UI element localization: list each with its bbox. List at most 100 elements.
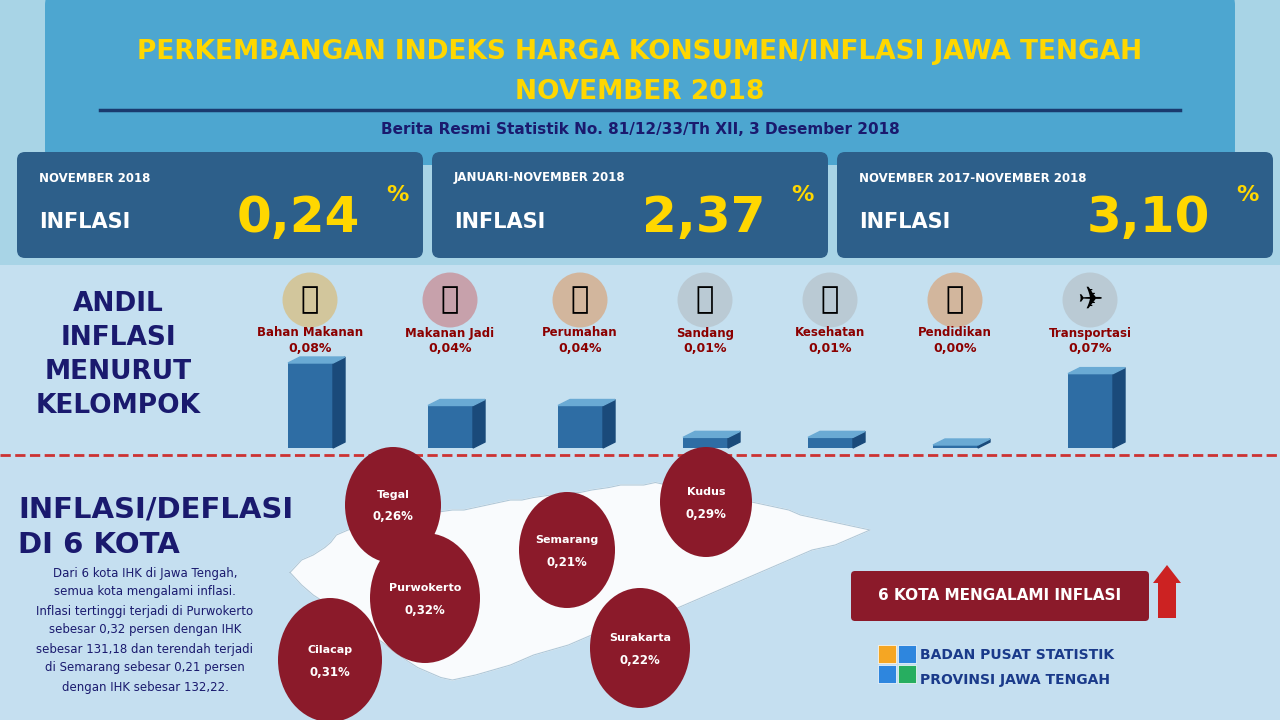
Text: NOVEMBER 2018: NOVEMBER 2018 xyxy=(38,171,150,184)
Bar xyxy=(933,445,978,448)
Text: DI 6 KOTA: DI 6 KOTA xyxy=(18,531,179,559)
Text: Makanan Jadi: Makanan Jadi xyxy=(406,326,494,340)
Text: NOVEMBER 2018: NOVEMBER 2018 xyxy=(516,79,764,105)
Text: Cilacap: Cilacap xyxy=(307,645,352,655)
Text: Transportasi: Transportasi xyxy=(1048,326,1132,340)
Text: INFLASI: INFLASI xyxy=(454,212,545,232)
Polygon shape xyxy=(808,431,865,437)
Bar xyxy=(684,437,728,448)
Bar xyxy=(878,665,896,683)
Text: Surakarta: Surakarta xyxy=(609,633,671,643)
Text: Semarang: Semarang xyxy=(535,535,599,545)
Polygon shape xyxy=(288,357,346,363)
FancyArrow shape xyxy=(1153,565,1181,618)
Ellipse shape xyxy=(346,447,442,563)
Text: %: % xyxy=(791,185,813,205)
Text: 0,04%: 0,04% xyxy=(558,341,602,354)
Text: 0,24: 0,24 xyxy=(237,194,360,242)
Text: Pendidikan: Pendidikan xyxy=(918,326,992,340)
Polygon shape xyxy=(684,431,740,437)
Text: Bahan Makanan: Bahan Makanan xyxy=(257,326,364,340)
Ellipse shape xyxy=(518,492,614,608)
Polygon shape xyxy=(1114,368,1125,448)
Ellipse shape xyxy=(928,272,983,328)
Text: 0,26%: 0,26% xyxy=(372,510,413,523)
Ellipse shape xyxy=(278,598,381,720)
Polygon shape xyxy=(558,400,614,405)
Ellipse shape xyxy=(553,272,608,328)
Text: NOVEMBER 2017-NOVEMBER 2018: NOVEMBER 2017-NOVEMBER 2018 xyxy=(859,171,1087,184)
Text: 0,32%: 0,32% xyxy=(404,603,445,616)
Polygon shape xyxy=(291,482,870,680)
Text: 0,01%: 0,01% xyxy=(808,341,851,354)
Text: 0,00%: 0,00% xyxy=(933,341,977,354)
FancyBboxPatch shape xyxy=(17,152,422,258)
Text: 0,04%: 0,04% xyxy=(429,341,472,354)
Text: PERKEMBANGAN INDEKS HARGA KONSUMEN/INFLASI JAWA TENGAH: PERKEMBANGAN INDEKS HARGA KONSUMEN/INFLA… xyxy=(137,39,1143,65)
Text: INFLASI: INFLASI xyxy=(859,212,950,232)
Text: 0,31%: 0,31% xyxy=(310,665,351,678)
Text: %: % xyxy=(385,185,408,205)
Polygon shape xyxy=(333,357,346,448)
Text: PROVINSI JAWA TENGAH: PROVINSI JAWA TENGAH xyxy=(920,673,1110,687)
Text: 0,29%: 0,29% xyxy=(686,508,727,521)
Text: 2,37: 2,37 xyxy=(641,194,765,242)
FancyBboxPatch shape xyxy=(433,152,828,258)
Text: 📚: 📚 xyxy=(946,286,964,315)
Text: ✈: ✈ xyxy=(1078,286,1103,315)
Text: 🏥: 🏥 xyxy=(820,286,840,315)
Text: 0,22%: 0,22% xyxy=(620,654,660,667)
Ellipse shape xyxy=(590,588,690,708)
Polygon shape xyxy=(978,439,989,448)
Text: INFLASI/DEFLASI: INFLASI/DEFLASI xyxy=(18,496,293,524)
Bar xyxy=(808,437,852,448)
Text: 👔: 👔 xyxy=(696,286,714,315)
Text: 🥦: 🥦 xyxy=(301,286,319,315)
FancyBboxPatch shape xyxy=(851,571,1149,621)
Text: Dari 6 kota IHK di Jawa Tengah,
semua kota mengalami inflasi.
Inflasi tertinggi : Dari 6 kota IHK di Jawa Tengah, semua ko… xyxy=(36,567,253,693)
Text: %: % xyxy=(1235,185,1258,205)
Text: Perumahan: Perumahan xyxy=(543,326,618,340)
Ellipse shape xyxy=(677,272,732,328)
Text: BADAN PUSAT STATISTIK: BADAN PUSAT STATISTIK xyxy=(920,648,1114,662)
Bar xyxy=(288,363,333,448)
Ellipse shape xyxy=(370,533,480,663)
Polygon shape xyxy=(1068,368,1125,374)
Ellipse shape xyxy=(422,272,477,328)
Polygon shape xyxy=(852,431,865,448)
Bar xyxy=(899,665,916,683)
Text: 3,10: 3,10 xyxy=(1087,194,1210,242)
Text: 0,01%: 0,01% xyxy=(684,341,727,354)
Text: Purwokerto: Purwokerto xyxy=(389,583,461,593)
FancyBboxPatch shape xyxy=(45,0,1235,165)
Bar xyxy=(428,405,474,448)
Polygon shape xyxy=(728,431,740,448)
Text: Kesehatan: Kesehatan xyxy=(795,326,865,340)
Text: 0,21%: 0,21% xyxy=(547,556,588,569)
Ellipse shape xyxy=(660,447,753,557)
Bar xyxy=(1068,374,1114,448)
Text: 0,08%: 0,08% xyxy=(288,341,332,354)
Text: 6 KOTA MENGALAMI INFLASI: 6 KOTA MENGALAMI INFLASI xyxy=(878,588,1121,603)
Polygon shape xyxy=(428,400,485,405)
Bar xyxy=(878,645,896,663)
Polygon shape xyxy=(474,400,485,448)
Ellipse shape xyxy=(803,272,858,328)
Text: 0,07%: 0,07% xyxy=(1069,341,1112,354)
Text: Kudus: Kudus xyxy=(687,487,726,497)
Text: ANDIL
INFLASI
MENURUT
KELOMPOK: ANDIL INFLASI MENURUT KELOMPOK xyxy=(36,291,201,419)
Bar xyxy=(558,405,603,448)
FancyBboxPatch shape xyxy=(837,152,1274,258)
Text: Sandang: Sandang xyxy=(676,326,733,340)
Text: 🏠: 🏠 xyxy=(571,286,589,315)
Text: Berita Resmi Statistik No. 81/12/33/Th XII, 3 Desember 2018: Berita Resmi Statistik No. 81/12/33/Th X… xyxy=(380,122,900,138)
Ellipse shape xyxy=(283,272,338,328)
Polygon shape xyxy=(603,400,614,448)
Bar xyxy=(0,455,1280,720)
Bar xyxy=(0,265,1280,455)
Bar xyxy=(899,645,916,663)
Text: INFLASI: INFLASI xyxy=(38,212,131,232)
Text: JANUARI-NOVEMBER 2018: JANUARI-NOVEMBER 2018 xyxy=(454,171,626,184)
Ellipse shape xyxy=(1062,272,1117,328)
Polygon shape xyxy=(933,439,989,445)
